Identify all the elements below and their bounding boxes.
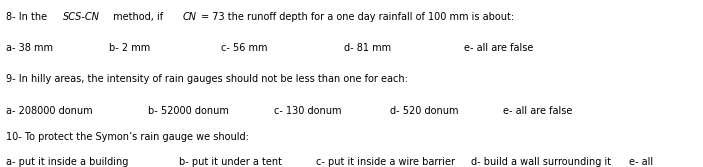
Text: method, if: method, if <box>110 12 167 22</box>
Text: c- 56 mm: c- 56 mm <box>221 43 268 53</box>
Text: CN: CN <box>183 12 197 22</box>
Text: e- all are false: e- all are false <box>503 106 572 116</box>
Text: a- put it inside a building: a- put it inside a building <box>6 157 128 167</box>
Text: e- all: e- all <box>629 157 653 167</box>
Text: SCS-CN: SCS-CN <box>63 12 100 22</box>
Text: d- 81 mm: d- 81 mm <box>344 43 392 53</box>
Text: c- put it inside a wire barrier: c- put it inside a wire barrier <box>316 157 456 167</box>
Text: 9- In hilly areas, the intensity of rain gauges should not be less than one for : 9- In hilly areas, the intensity of rain… <box>6 74 408 84</box>
Text: e- all are false: e- all are false <box>464 43 534 53</box>
Text: 8- In the: 8- In the <box>6 12 50 22</box>
Text: b- put it under a tent: b- put it under a tent <box>179 157 283 167</box>
Text: d- build a wall surrounding it: d- build a wall surrounding it <box>471 157 611 167</box>
Text: a- 38 mm: a- 38 mm <box>6 43 53 53</box>
Text: a- 208000 donum: a- 208000 donum <box>6 106 92 116</box>
Text: 10- To protect the Symon’s rain gauge we should:: 10- To protect the Symon’s rain gauge we… <box>6 132 248 142</box>
Text: b- 2 mm: b- 2 mm <box>109 43 150 53</box>
Text: c- 130 donum: c- 130 donum <box>274 106 342 116</box>
Text: = 73 the runoff depth for a one day rainfall of 100 mm is about:: = 73 the runoff depth for a one day rain… <box>201 12 514 22</box>
Text: b- 52000 donum: b- 52000 donum <box>148 106 228 116</box>
Text: d- 520 donum: d- 520 donum <box>390 106 458 116</box>
